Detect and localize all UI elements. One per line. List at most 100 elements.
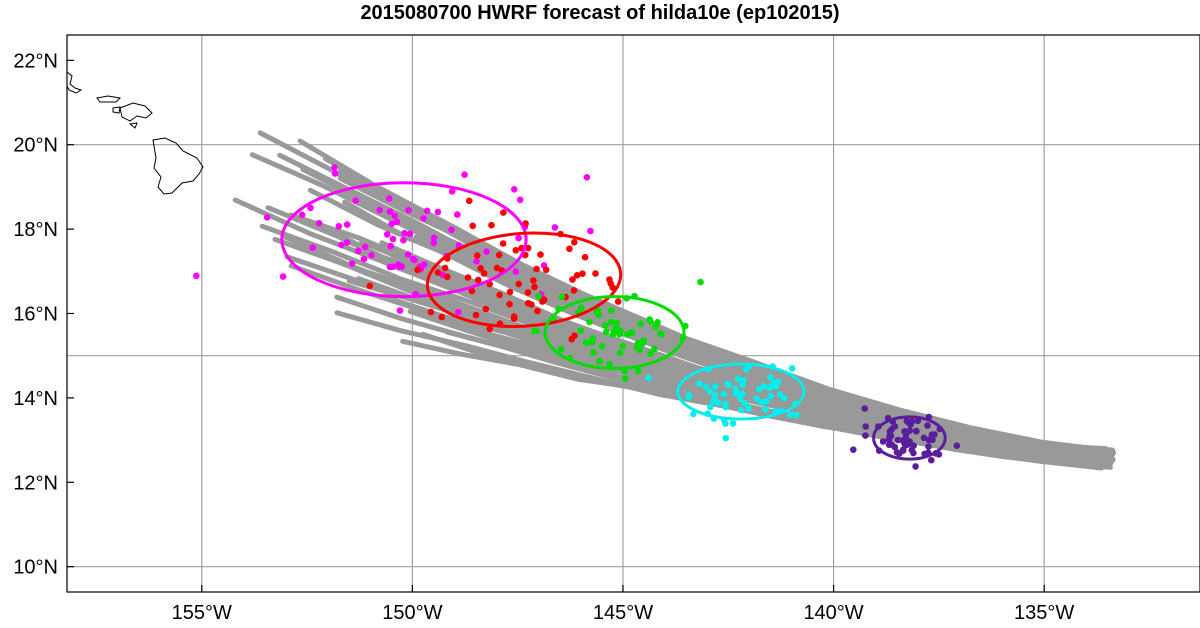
ensemble-dot-red	[438, 313, 446, 321]
ensemble-dot-purple	[912, 463, 919, 470]
ensemble-dot-cyan	[786, 411, 794, 419]
ensemble-dot-green	[602, 328, 610, 336]
ensemble-dot-cyan	[707, 403, 714, 411]
ensemble-dot-purple	[908, 418, 916, 425]
ensemble-dot-magenta	[360, 255, 368, 263]
lat-tick-label: 14°N	[13, 388, 58, 410]
ensemble-dot-red	[434, 269, 442, 276]
ensemble-dot-red	[571, 332, 578, 340]
ensemble-dot-cyan	[722, 434, 729, 442]
ensemble-dot-green	[697, 278, 704, 286]
ensemble-dot-red	[477, 265, 484, 272]
ensemble-dot-green	[658, 330, 665, 338]
ensemble-dot-magenta	[338, 241, 345, 249]
ensemble-dot-purple	[903, 417, 911, 425]
ensemble-dot-magenta	[516, 196, 524, 204]
ensemble-dot-red	[539, 298, 546, 305]
ensemble-dot-green	[601, 322, 609, 329]
ensemble-dot-magenta	[454, 211, 461, 218]
ensemble-dot-cyan	[729, 420, 737, 427]
ensemble-dot-green	[651, 345, 658, 353]
ensemble-dot-green	[623, 331, 631, 338]
ensemble-dot-red	[579, 270, 586, 278]
ensemble-dot-cyan	[773, 382, 780, 390]
ensemble-dot-cyan	[710, 397, 717, 405]
ensemble-dot-green	[590, 349, 597, 356]
ensemble-dot-cyan	[740, 376, 747, 384]
ensemble-dot-magenta	[309, 244, 317, 251]
ensemble-dot-red	[537, 251, 544, 258]
forecast-track	[307, 187, 1112, 461]
ensemble-dot-cyan	[702, 383, 710, 390]
ensemble-dot-green	[616, 349, 624, 357]
ensemble-dot-magenta	[405, 206, 412, 214]
ensemble-dot-magenta	[387, 242, 395, 250]
ensemble-dot-purple	[894, 436, 902, 444]
ensemble-dot-purple	[906, 427, 914, 434]
ensemble-dot-cyan	[780, 394, 788, 402]
ensemble-dot-magenta	[448, 226, 455, 234]
ensemble-dot-magenta	[383, 231, 391, 238]
ensemble-dot-red	[528, 301, 535, 308]
ensemble-dot-magenta	[263, 214, 271, 221]
ensemble-dot-cyan	[706, 388, 714, 395]
ensemble-dot-red	[531, 283, 538, 291]
ensemble-dot-purple	[913, 427, 920, 435]
coastline-oahu	[67, 71, 83, 94]
ensemble-positions	[193, 164, 961, 470]
ensemble-dot-magenta	[386, 208, 394, 215]
ensemble-dot-magenta	[388, 220, 396, 228]
ensemble-dot-green	[640, 337, 647, 344]
ensemble-dot-magenta	[473, 258, 480, 265]
ensemble-dot-green	[558, 293, 566, 301]
lat-tick-label: 10°N	[13, 557, 58, 579]
ensemble-dot-red	[592, 270, 599, 277]
ensemble-dot-magenta	[406, 230, 414, 238]
ensemble-dot-cyan	[690, 410, 697, 418]
ensemble-dot-magenta	[343, 239, 351, 246]
ensemble-dot-magenta	[331, 164, 338, 171]
ensemble-dot-cyan	[762, 405, 769, 413]
ensemble-dot-magenta	[396, 307, 404, 314]
ensemble-dot-cyan	[722, 403, 729, 411]
probability-ellipse-cyan	[676, 362, 806, 421]
lat-tick-label: 20°N	[13, 135, 58, 157]
ensemble-dot-magenta	[315, 219, 323, 227]
ensemble-dot-red	[464, 274, 472, 281]
ensemble-dot-magenta	[391, 212, 399, 220]
ensemble-dot-magenta	[355, 247, 362, 255]
ensemble-dot-magenta	[420, 215, 427, 222]
axis-ticks: 155°W 150°W 145°W 140°W 135°W 10°N 12°N 14°N 16°…	[13, 50, 1074, 624]
ensemble-dot-magenta	[411, 256, 418, 264]
ensemble-dot-purple	[928, 456, 935, 464]
ensemble-dot-cyan	[737, 406, 745, 414]
ensemble-dot-magenta	[461, 171, 468, 178]
ensemble-dot-red	[542, 266, 550, 274]
ensemble-dot-magenta	[376, 206, 383, 214]
ensemble-dot-magenta	[551, 224, 559, 231]
ensemble-dot-magenta	[455, 308, 462, 316]
ensemble-dot-cyan	[788, 365, 796, 372]
forecast-tracks	[232, 130, 1116, 471]
ensemble-dot-cyan	[734, 375, 742, 383]
ensemble-dot-magenta	[279, 273, 287, 280]
ensemble-dot-red	[506, 300, 513, 308]
ensemble-dot-magenta	[401, 229, 408, 237]
lon-tick-label: 140°W	[803, 602, 863, 624]
coastline-hawaii-big-island	[152, 137, 204, 195]
ensemble-dot-purple	[908, 446, 916, 454]
ensemble-dot-green	[535, 292, 542, 300]
ensemble-dot-cyan	[720, 390, 728, 398]
forecast-track	[257, 130, 1116, 454]
ensemble-dot-magenta	[430, 239, 438, 247]
ensemble-dot-magenta	[298, 211, 306, 219]
ensemble-dot-magenta	[393, 218, 401, 226]
ensemble-dot-green	[598, 342, 606, 350]
forecast-track	[277, 152, 1115, 456]
ensemble-dot-purple	[861, 405, 868, 412]
ensemble-dot-cyan	[768, 383, 776, 390]
ensemble-dot-green	[588, 339, 596, 346]
ensemble-dot-red	[522, 220, 529, 227]
ensemble-dot-magenta	[389, 235, 397, 243]
